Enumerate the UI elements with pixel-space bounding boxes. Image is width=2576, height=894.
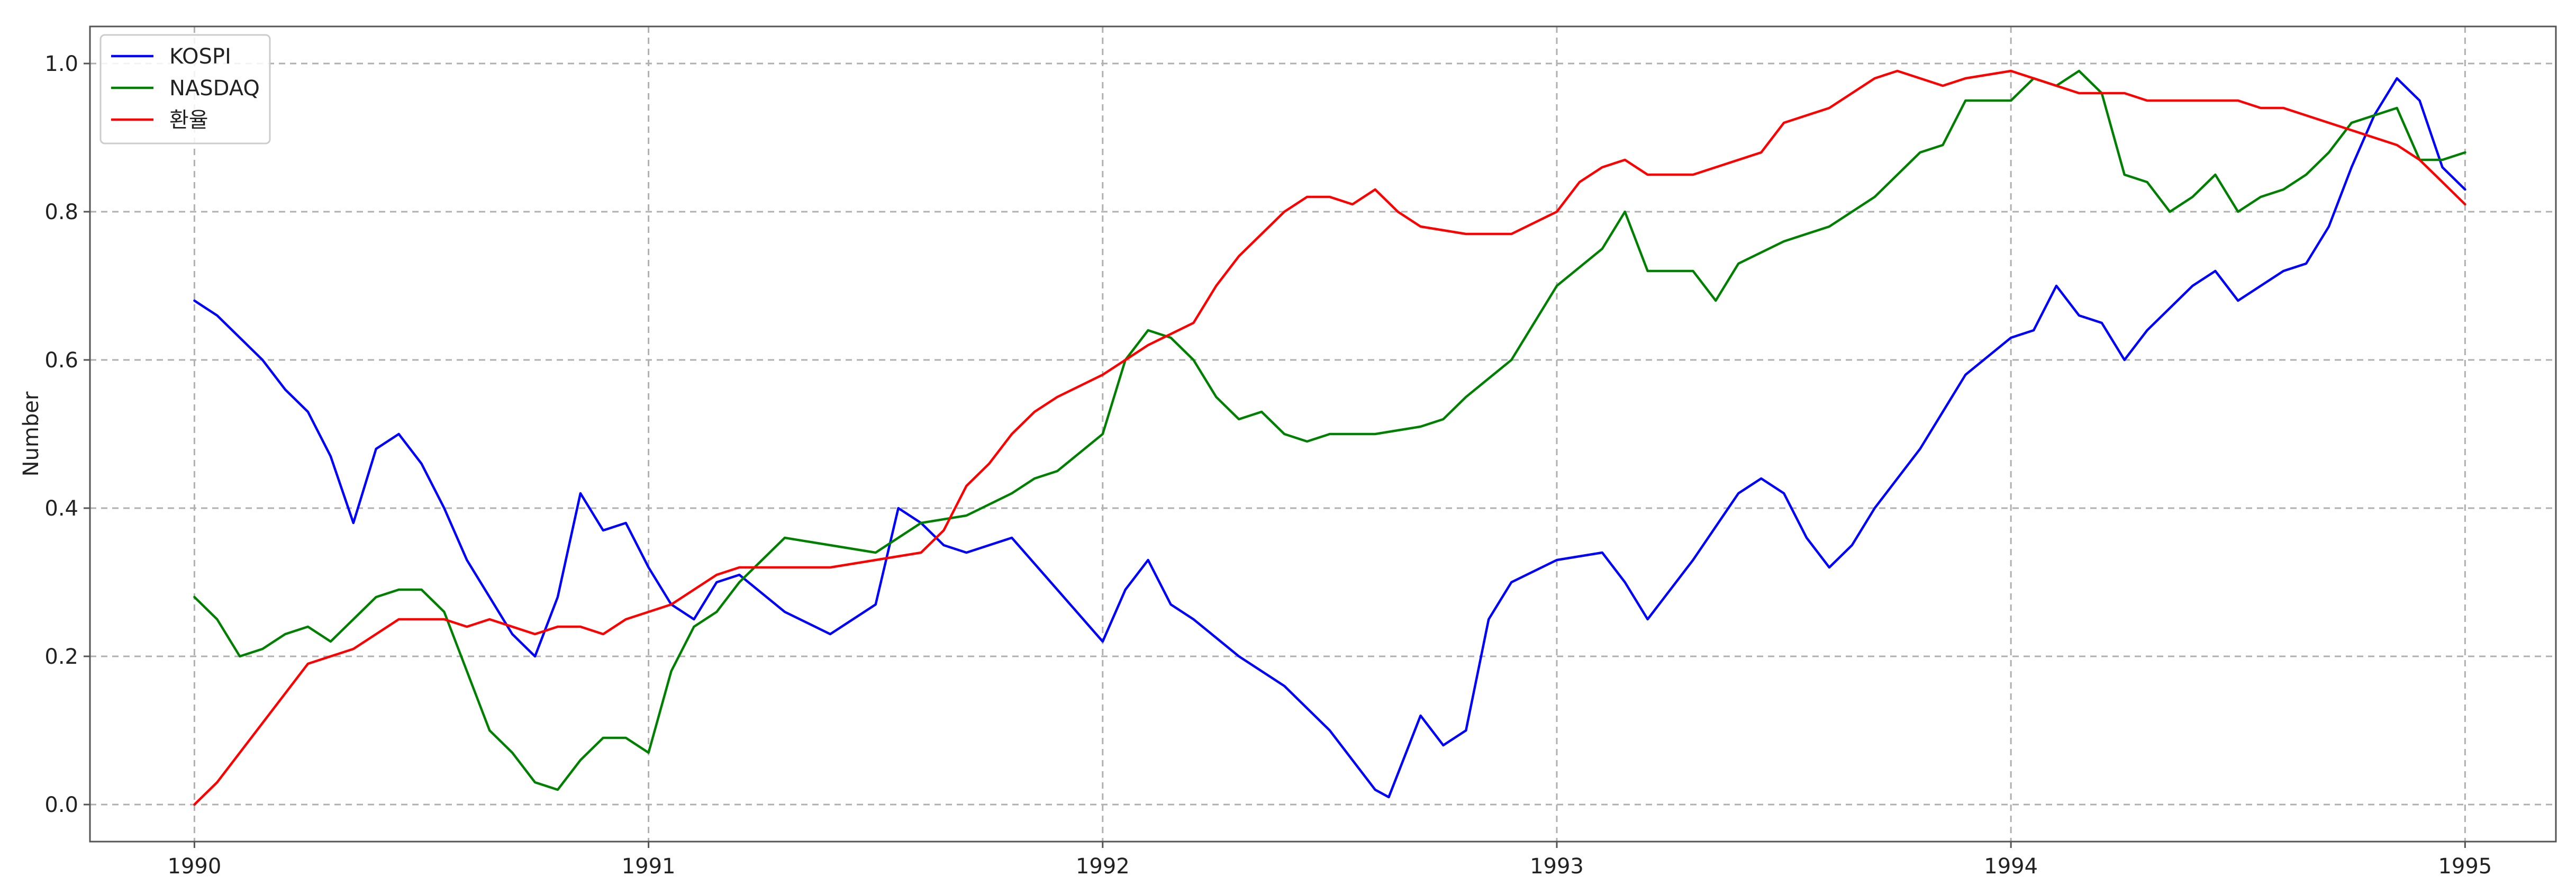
legend-label-exchange-rate: 환율	[169, 108, 208, 132]
series-line-kospi	[193, 77, 2466, 799]
x-tick-label: 1991	[622, 854, 676, 879]
y-tick-label: 0.4	[44, 496, 78, 521]
series-line-nasdaq	[193, 69, 2466, 791]
x-axis-ticks: 1990 1991 1992 1993 1994 1995	[167, 842, 2492, 879]
y-tick-label: 0.2	[44, 645, 78, 669]
y-tick-label: 1.0	[44, 52, 78, 76]
y-tick-label: 0.8	[44, 200, 78, 224]
series-lines	[193, 69, 2466, 806]
y-axis-ticks: 0.0 0.2 0.4 0.6 0.8 1.0	[44, 52, 90, 817]
plot-frame	[89, 25, 2557, 843]
x-tick-label: 1992	[1076, 854, 1130, 879]
x-tick-label: 1995	[2438, 854, 2492, 879]
y-axis-label: Number	[19, 391, 43, 476]
x-tick-label: 1994	[1984, 854, 2038, 879]
legend-label-kospi: KOSPI	[169, 44, 231, 69]
x-tick-label: 1990	[167, 854, 221, 879]
grid	[90, 26, 2556, 842]
legend-label-nasdaq: NASDAQ	[169, 76, 260, 101]
y-tick-label: 0.6	[44, 348, 78, 373]
series-line-exchange-rate	[193, 69, 2466, 806]
legend-box	[99, 34, 271, 145]
y-tick-label: 0.0	[44, 793, 78, 817]
legend: KOSPI NASDAQ 환율	[99, 34, 271, 145]
x-tick-label: 1993	[1530, 854, 1584, 879]
